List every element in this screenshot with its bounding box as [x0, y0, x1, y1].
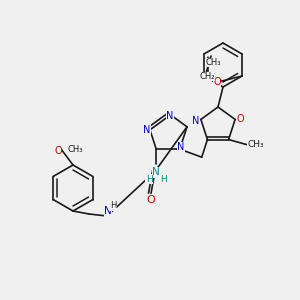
Text: N: N: [104, 206, 112, 216]
Text: N: N: [143, 125, 151, 135]
Text: O: O: [147, 195, 155, 206]
Text: N: N: [152, 167, 160, 177]
Text: N: N: [192, 116, 200, 126]
Text: CH₃: CH₃: [247, 140, 264, 149]
Text: H: H: [110, 202, 116, 211]
Text: O: O: [213, 77, 221, 87]
Text: N: N: [177, 142, 184, 152]
Text: N: N: [166, 111, 174, 121]
Text: H: H: [160, 175, 166, 184]
Text: O: O: [236, 114, 244, 124]
Text: O: O: [54, 146, 62, 156]
Text: CH₃: CH₃: [67, 145, 83, 154]
Text: CH₂: CH₂: [199, 72, 215, 81]
Text: H: H: [146, 175, 153, 184]
Text: CH₃: CH₃: [205, 58, 221, 67]
